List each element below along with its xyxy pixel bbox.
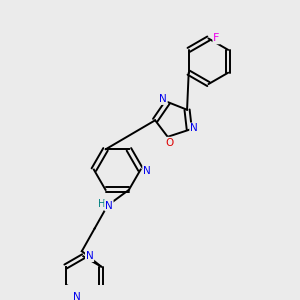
Text: N: N <box>73 292 81 300</box>
Text: N: N <box>190 123 198 133</box>
Text: N: N <box>86 251 93 261</box>
Text: F: F <box>213 34 220 44</box>
Text: N: N <box>105 200 113 211</box>
Text: H: H <box>98 200 105 209</box>
Text: N: N <box>159 94 167 104</box>
Text: O: O <box>165 137 173 148</box>
Text: N: N <box>143 166 151 176</box>
